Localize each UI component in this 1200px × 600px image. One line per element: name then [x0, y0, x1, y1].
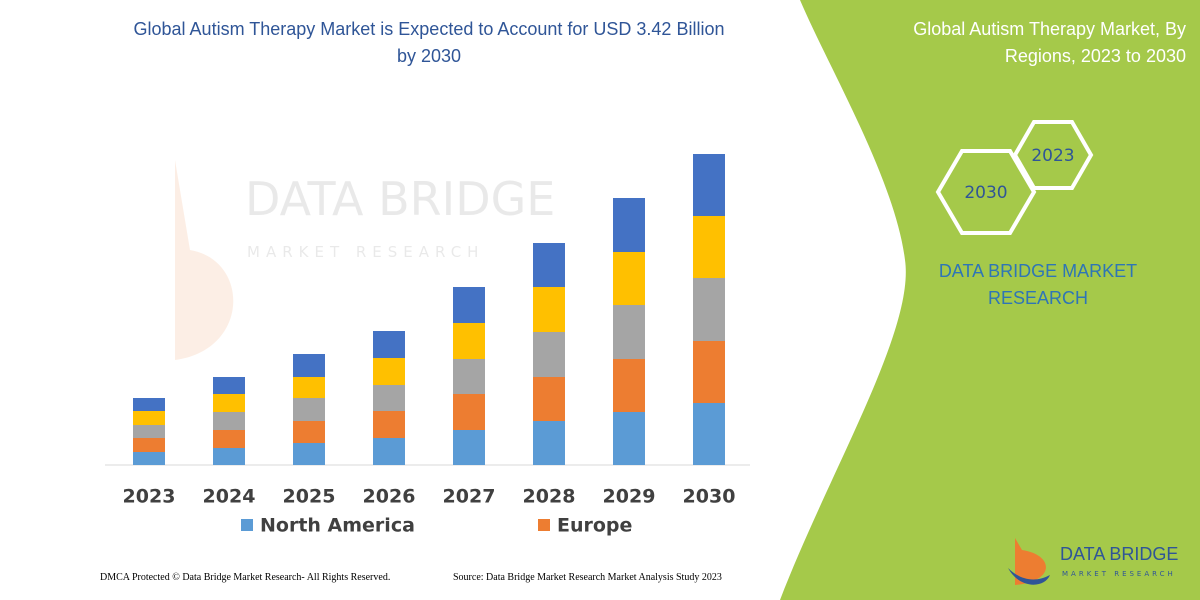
bar-segment [613, 252, 645, 305]
x-tick-label: 2023 [123, 486, 176, 508]
legend-label: Europe [557, 515, 632, 537]
bar-segment [453, 430, 485, 465]
bar-segment [213, 394, 245, 412]
bar-segment [693, 154, 725, 216]
bar-segment [613, 359, 645, 412]
bar-segment [293, 398, 325, 421]
legend-label: North America [260, 515, 415, 537]
bar-segment [373, 358, 405, 385]
bar-segment [613, 305, 645, 359]
bar-segment [133, 398, 165, 411]
bar-segment [293, 354, 325, 377]
bar-segment [293, 377, 325, 398]
legend-swatch [538, 519, 550, 531]
green-panel [780, 0, 1200, 600]
footer-text: DMCA Protected © Data Bridge Market Rese… [100, 572, 391, 583]
bar-segment [133, 438, 165, 452]
logo-mark [1015, 538, 1046, 585]
logo-text: DATA BRIDGE [1060, 544, 1178, 564]
bar-segment [453, 394, 485, 430]
watermark-logo [175, 160, 234, 360]
bar-segment [213, 430, 245, 448]
x-tick-label: 2024 [203, 486, 256, 508]
bar-segment [373, 331, 405, 358]
x-tick-label: 2026 [363, 486, 416, 508]
watermark: DATA BRIDGE MARKET RESEARCH [175, 160, 555, 360]
bar-segment [373, 438, 405, 465]
bar-segment [453, 287, 485, 323]
bar-segment [613, 198, 645, 252]
x-tick-label: 2027 [443, 486, 496, 508]
x-tick-label: 2029 [603, 486, 656, 508]
bar-segment [293, 421, 325, 443]
x-tick-label: 2025 [283, 486, 336, 508]
brand-text: DATA BRIDGE MARKET RESEARCH [938, 261, 1138, 308]
bar-segment [213, 448, 245, 465]
bar-segment [213, 412, 245, 430]
watermark-text: MARKET RESEARCH [247, 243, 484, 261]
hexagon [935, 149, 1037, 235]
bar-segment [373, 411, 405, 438]
bar-segment [533, 243, 565, 287]
hex-label: 2023 [1031, 146, 1074, 166]
hexagon [1012, 120, 1094, 190]
footer-text: Source: Data Bridge Market Research Mark… [453, 572, 722, 583]
bar-segment [533, 287, 565, 332]
bar-segment [293, 443, 325, 465]
bar-segment [693, 216, 725, 278]
bar-segment [133, 411, 165, 425]
bar-segment [693, 403, 725, 465]
bar-segment [693, 341, 725, 403]
bar-segment [533, 377, 565, 421]
chart-title: Global Autism Therapy Market is Expected… [133, 19, 725, 66]
bar-segment [373, 385, 405, 411]
bar-segment [213, 377, 245, 394]
legend-swatch [241, 519, 253, 531]
logo-subtext: MARKET RESEARCH [1062, 570, 1176, 578]
watermark-text: DATA BRIDGE [245, 172, 555, 226]
bar-segment [613, 412, 645, 465]
bar-segment [133, 452, 165, 465]
bar-segment [453, 359, 485, 394]
x-tick-label: 2030 [683, 486, 736, 508]
logo-mark [1008, 568, 1050, 585]
bar-segment [533, 421, 565, 465]
panel-title: Global Autism Therapy Market, By Regions… [913, 19, 1186, 66]
x-tick-label: 2028 [523, 486, 576, 508]
bar-segment [133, 425, 165, 438]
hex-label: 2030 [964, 183, 1007, 203]
bar-segment [533, 332, 565, 377]
bar-segment [693, 278, 725, 341]
bar-segment [453, 323, 485, 359]
